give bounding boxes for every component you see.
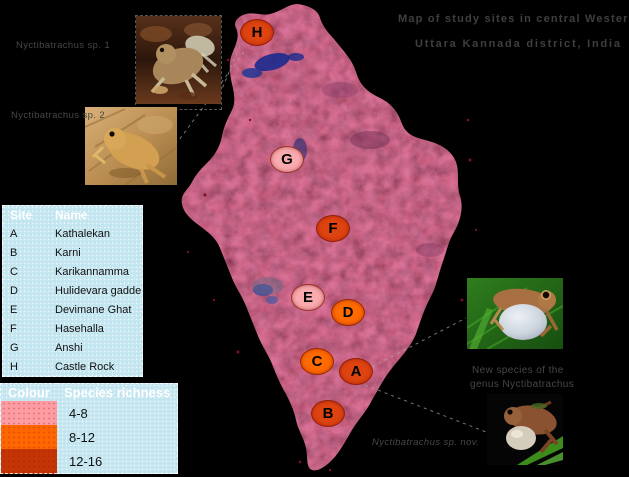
table-row: G Anshi [3,338,143,357]
site-code: E [10,303,18,316]
frog-photo-1-image [136,16,221,104]
connector-lines [178,45,487,433]
site-name: Castle Rock [55,360,115,373]
connector-line-a-photo3 [365,317,467,371]
frog-photo-3 [466,278,564,354]
table-row: H Castle Rock [3,357,143,377]
legend-row: 4-8 [0,401,178,425]
site-name: Anshi [55,341,83,354]
site-table: Site Name A Kathalekan B Karni C Karikan… [2,205,143,377]
legend-range-label: 12-16 [69,453,103,469]
site-code: A [10,227,18,240]
frog-photo-2-image [84,107,178,186]
frog-photo-2 [84,107,178,190]
site-table-header-row: Site Name [3,206,143,225]
site-name: Devimane Ghat [55,303,132,316]
table-row: D Hulidevara gadde [3,281,143,300]
site-name: Hasehalla [55,322,104,335]
species-label-right-line1: New species of the [472,365,564,376]
marker-letter: F [328,220,338,237]
frog-photo-4-image [487,394,563,465]
site-marker-g: G [270,146,304,173]
frog-photo-1 [135,15,222,110]
site-code: C [10,265,18,278]
legend-range-label: 4-8 [69,405,88,421]
site-marker-b: B [311,400,345,427]
table-row: A Kathalekan [3,224,143,243]
site-code: G [10,341,19,354]
connector-line-h-photo1 [218,45,241,97]
legend-swatch-mid [0,425,57,449]
legend-swatch-low [0,401,57,425]
marker-letter: G [281,151,293,168]
site-code: F [10,322,17,335]
site-marker-d: D [331,299,365,326]
legend-header-row: Colour Species richness [1,384,178,402]
marker-letter: D [342,304,354,321]
site-marker-a: A [339,358,373,385]
legend-header-richness: Species richness [64,385,171,400]
site-name: Karikannamma [55,265,129,278]
table-row: E Devimane Ghat [3,300,143,319]
marker-letter: A [350,363,362,380]
legend-range-label: 8-12 [69,429,96,445]
site-code: H [10,360,18,373]
site-table-header-site: Site [10,208,33,222]
map-speckles [186,58,478,472]
figure-title-line2: Uttara Kannada district, India [415,38,622,50]
connector-line-h-photo2 [178,51,245,141]
legend-header-colour: Colour [8,385,50,400]
site-marker-f: F [316,215,350,242]
site-code: D [10,284,18,297]
table-row: C Karikannamma [3,262,143,281]
site-name: Hulidevara gadde [55,284,142,297]
legend-row: 8-12 [0,425,178,449]
marker-letter: E [302,289,313,306]
legend-swatch-high [0,449,57,474]
site-marker-c: C [300,348,334,375]
site-marker-e: E [291,284,325,311]
marker-letter: C [311,353,323,370]
species-label-right-line2: genus Nyctibatrachus [470,379,575,390]
species-label-top-2: Nyctibatrachus sp. 2 [11,110,106,121]
connector-line-b-photo4 [351,379,487,433]
table-row: F Hasehalla [3,319,143,338]
figure-title-line1: Map of study sites in central Western Gh… [398,13,629,25]
site-name: Kathalekan [55,227,111,240]
table-row: B Karni [3,243,143,262]
species-label-bottom: Nyctibatrachus sp. nov. [372,437,480,448]
site-marker-h: H [240,19,274,46]
site-name: Karni [55,246,81,259]
frog-photo-4 [487,394,563,470]
legend-row: 12-16 [0,449,178,474]
frog-photo-3-image [466,278,564,350]
marker-letter: B [322,405,334,422]
species-label-top-1: Nyctibatrachus sp. 1 [16,40,111,51]
marker-letter: H [251,24,263,41]
site-code: B [10,246,18,259]
site-table-header-name: Name [55,208,88,222]
legend-table: Colour Species richness 4-8 8-12 12-16 [0,383,178,474]
